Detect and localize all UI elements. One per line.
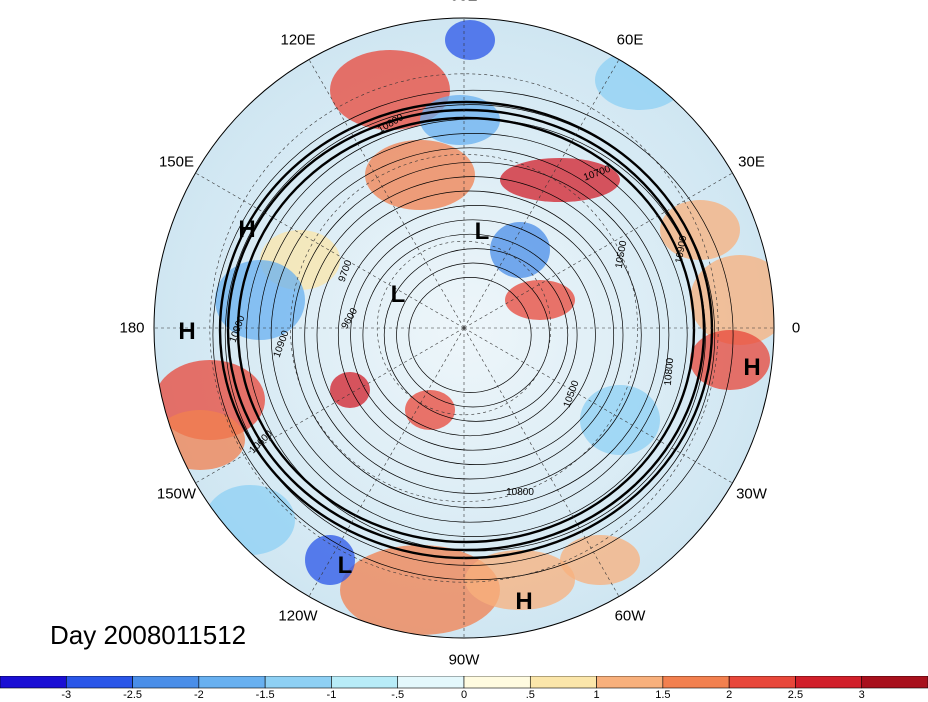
colorbar-tick-label: 0 xyxy=(460,689,468,701)
colorbar-tick-label: -3 xyxy=(61,689,72,701)
longitude-label: 60E xyxy=(616,31,644,49)
longitude-label: 90E xyxy=(451,0,478,5)
low-pressure-label: L xyxy=(474,218,490,245)
colorbar-swatch xyxy=(596,676,664,689)
colorbar xyxy=(0,676,928,689)
colorbar-tick-label: 1 xyxy=(593,689,600,701)
longitude-label: 150E xyxy=(158,153,194,171)
colorbar-swatch xyxy=(331,676,399,689)
colorbar-swatch xyxy=(795,676,863,689)
colorbar-swatch xyxy=(529,676,597,689)
high-pressure-label: H xyxy=(743,354,761,381)
colorbar-tick-label: -.5 xyxy=(391,689,405,701)
height-contours xyxy=(212,89,734,581)
colorbar-tick-label: 3 xyxy=(858,689,865,701)
longitude-label: 0 xyxy=(791,319,801,337)
high-pressure-label: H xyxy=(178,318,196,345)
colorbar-tick-label: -1.5 xyxy=(255,689,275,701)
colorbar-tick-label: 1.5 xyxy=(655,689,671,701)
colorbar-swatch xyxy=(264,676,332,689)
longitude-label: 120W xyxy=(278,607,318,625)
colorbar-tick-label: -1 xyxy=(326,689,337,701)
colorbar-swatch xyxy=(728,676,796,689)
longitude-label: 180 xyxy=(119,319,145,337)
lat-lon-grid xyxy=(154,18,774,638)
longitude-label: 30W xyxy=(736,485,767,503)
longitude-label: 150W xyxy=(156,485,197,503)
colorbar-swatch xyxy=(463,676,531,689)
colorbar-swatch xyxy=(132,676,200,689)
longitude-label: 120E xyxy=(280,31,316,49)
high-pressure-label: H xyxy=(515,588,533,615)
map-boundary xyxy=(153,17,775,639)
colorbar-tick-label: 2.5 xyxy=(787,689,804,701)
longitude-label: 60W xyxy=(614,607,646,625)
colorbar-tick-label: 2 xyxy=(726,689,733,701)
colorbar-tick-label: .5 xyxy=(525,689,535,701)
contour-value-label: 10800 xyxy=(506,487,534,498)
colorbar-swatch xyxy=(65,676,133,689)
colorbar-swatch xyxy=(662,676,730,689)
colorbar-swatch xyxy=(397,676,465,689)
high-pressure-label: H xyxy=(238,216,256,243)
contour-value-label: 10500 xyxy=(614,239,630,269)
contour-value-label: 10900 xyxy=(674,234,690,264)
date-title: Day 2008011512 xyxy=(50,620,247,650)
contour-value-label: 10800 xyxy=(663,357,676,386)
colorbar-tick-label: -2 xyxy=(193,689,204,701)
colorbar-swatch xyxy=(861,676,928,689)
longitude-label: 90W xyxy=(448,651,480,669)
longitude-label: 30E xyxy=(738,153,765,171)
colorbar-tick-label: -2.5 xyxy=(123,689,143,701)
colorbar-swatch xyxy=(198,676,266,689)
low-pressure-label: L xyxy=(390,281,406,308)
low-pressure-label: L xyxy=(337,552,353,579)
colorbar-swatch xyxy=(0,676,67,689)
